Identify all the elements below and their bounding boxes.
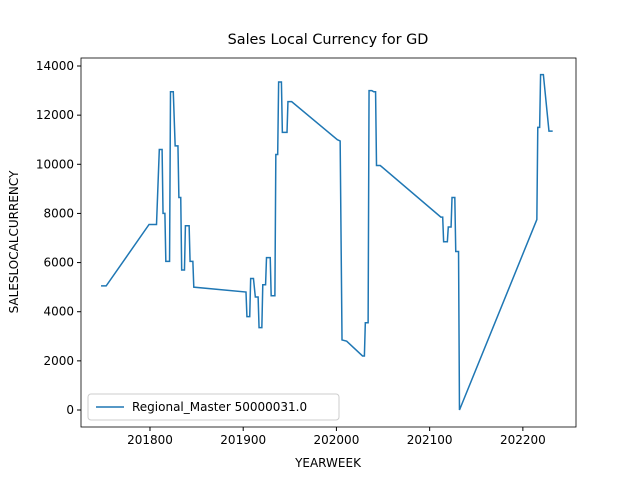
y-tick-label: 12000	[36, 108, 74, 122]
x-tick-label: 201800	[127, 433, 173, 447]
chart-title: Sales Local Currency for GD	[228, 32, 429, 48]
x-tick-label: 202100	[407, 433, 453, 447]
plot-frame	[80, 57, 577, 428]
x-tick-label: 202200	[500, 433, 546, 447]
legend-label: Regional_Master 50000031.0	[132, 400, 307, 414]
line	[101, 73, 553, 411]
y-tick-label: 2000	[43, 354, 74, 368]
x-axis-label: YEARWEEK	[294, 456, 362, 470]
y-tick-label: 0	[66, 403, 74, 417]
y-tick-label: 10000	[36, 157, 74, 171]
y-axis-label: SALESLOCALCURRENCY	[7, 170, 21, 313]
y-tick-label: 14000	[36, 59, 74, 73]
x-tick-label: 201900	[220, 433, 266, 447]
y-tick-label: 6000	[43, 256, 74, 270]
legend-box	[87, 393, 340, 421]
y-tick-label: 4000	[43, 305, 74, 319]
x-tick-label: 202000	[314, 433, 360, 447]
y-tick-label: 8000	[43, 206, 74, 220]
